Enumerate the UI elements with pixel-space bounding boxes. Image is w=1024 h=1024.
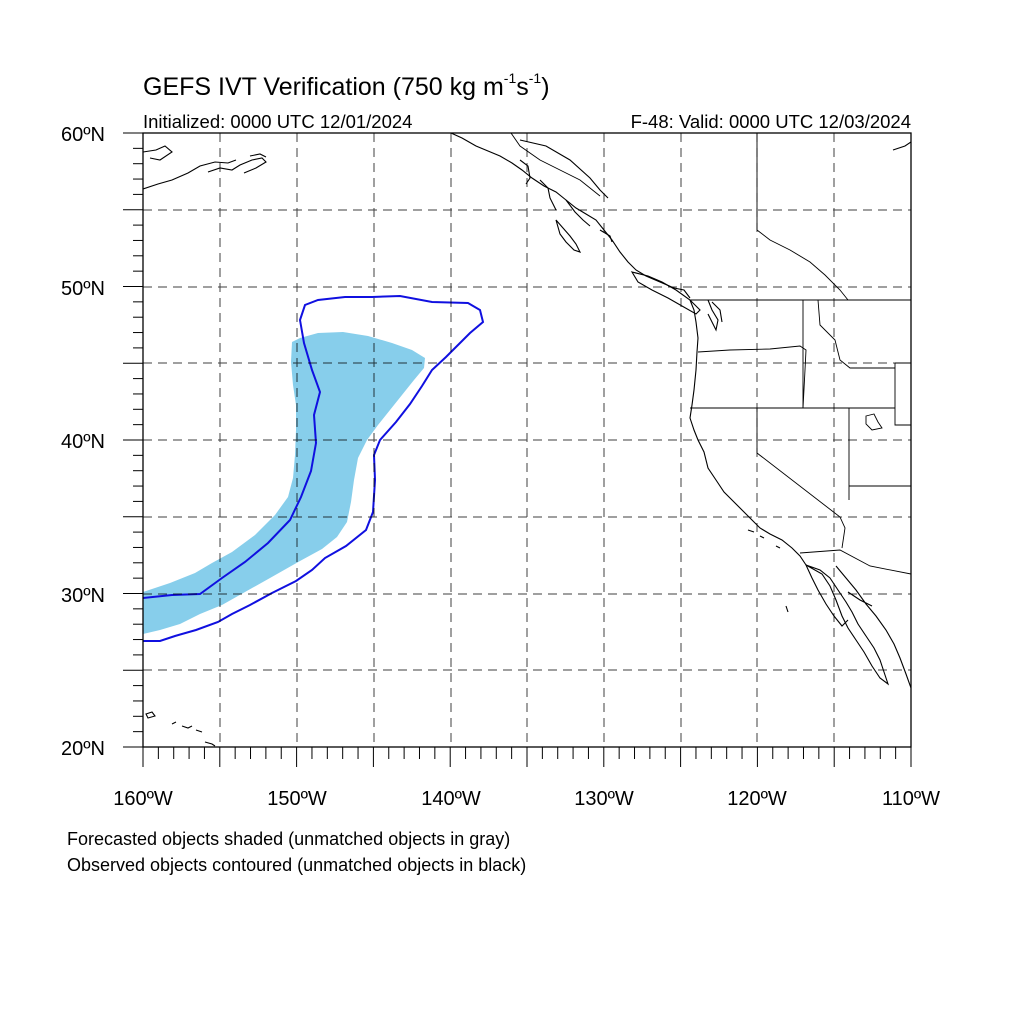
lat-label-20: 20ºN <box>61 738 105 760</box>
lat-label-60: 60ºN <box>61 124 105 146</box>
grid-lines <box>143 133 911 747</box>
observed-note: Observed objects contoured (unmatched ob… <box>67 855 527 875</box>
initialized-time: Initialized: 0000 UTC 12/01/2024 <box>143 111 413 132</box>
chart-title: GEFS IVT Verification (750 kg m-1s-1) <box>143 70 550 104</box>
title-exponent-2: -1 <box>528 69 542 86</box>
title-main: GEFS IVT Verification (750 kg m <box>143 73 504 101</box>
title-close: ) <box>541 73 550 101</box>
lat-label-40: 40ºN <box>61 431 105 453</box>
lon-label-110w: 110ºW <box>882 788 940 810</box>
legend-notes: Forecasted objects shaded (unmatched obj… <box>67 826 526 878</box>
coastlines <box>143 133 911 747</box>
valid-time: F-48: Valid: 0000 UTC 12/03/2024 <box>630 111 911 132</box>
forecast-note: Forecasted objects shaded (unmatched obj… <box>67 829 511 849</box>
title-unit-s: s <box>516 73 529 101</box>
title-exponent-1: -1 <box>503 69 517 86</box>
forecast-ivt-object <box>143 332 425 634</box>
lat-label-30: 30ºN <box>61 585 105 607</box>
lon-label-150w: 150ºW <box>267 788 327 810</box>
axis-ticks <box>123 132 912 767</box>
political-boundaries <box>510 133 911 575</box>
lat-label-50: 50ºN <box>61 278 105 300</box>
lon-label-160w: 160ºW <box>113 788 173 810</box>
lon-label-120w: 120ºW <box>727 788 787 810</box>
lon-label-140w: 140ºW <box>421 788 481 810</box>
observed-ivt-contour <box>143 294 485 642</box>
lon-label-130w: 130ºW <box>574 788 634 810</box>
